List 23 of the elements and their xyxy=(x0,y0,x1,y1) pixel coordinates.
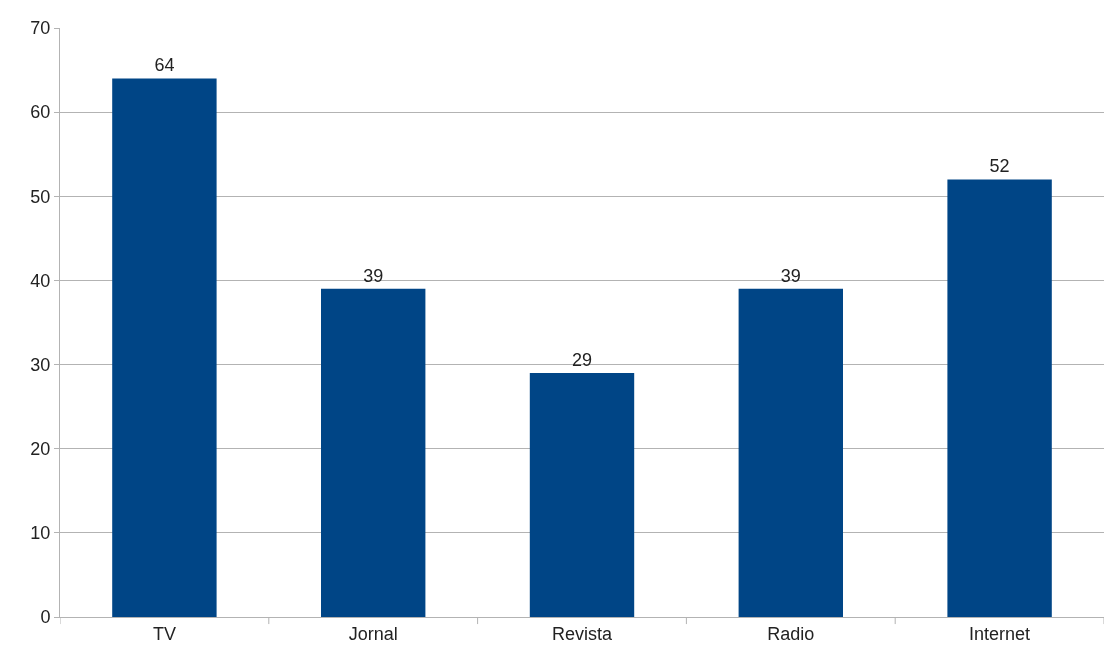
y-tick-label: 0 xyxy=(40,607,51,628)
bar xyxy=(112,78,217,617)
x-tick-label: TV xyxy=(152,623,176,644)
x-tick-label: Revista xyxy=(551,623,613,644)
bar xyxy=(947,179,1052,617)
y-tick-label: 50 xyxy=(30,186,51,207)
data-label: 52 xyxy=(989,156,1010,177)
y-tick-label: 20 xyxy=(30,439,51,460)
bar xyxy=(738,288,843,617)
y-tick-label: 10 xyxy=(30,523,51,544)
bar xyxy=(321,288,426,617)
x-tick-label: Jornal xyxy=(348,623,398,644)
y-tick-label: 40 xyxy=(30,270,51,291)
y-tick-label: 30 xyxy=(30,354,51,375)
x-tick-label: Radio xyxy=(767,623,815,644)
data-label: 64 xyxy=(154,55,175,76)
data-label: 39 xyxy=(780,265,801,286)
bar xyxy=(529,372,635,617)
y-tick-label: 70 xyxy=(30,18,51,39)
y-tick-label: 60 xyxy=(30,102,51,123)
data-label: 29 xyxy=(571,349,593,370)
x-tick-label: Internet xyxy=(969,623,1031,644)
data-label: 39 xyxy=(363,265,384,286)
